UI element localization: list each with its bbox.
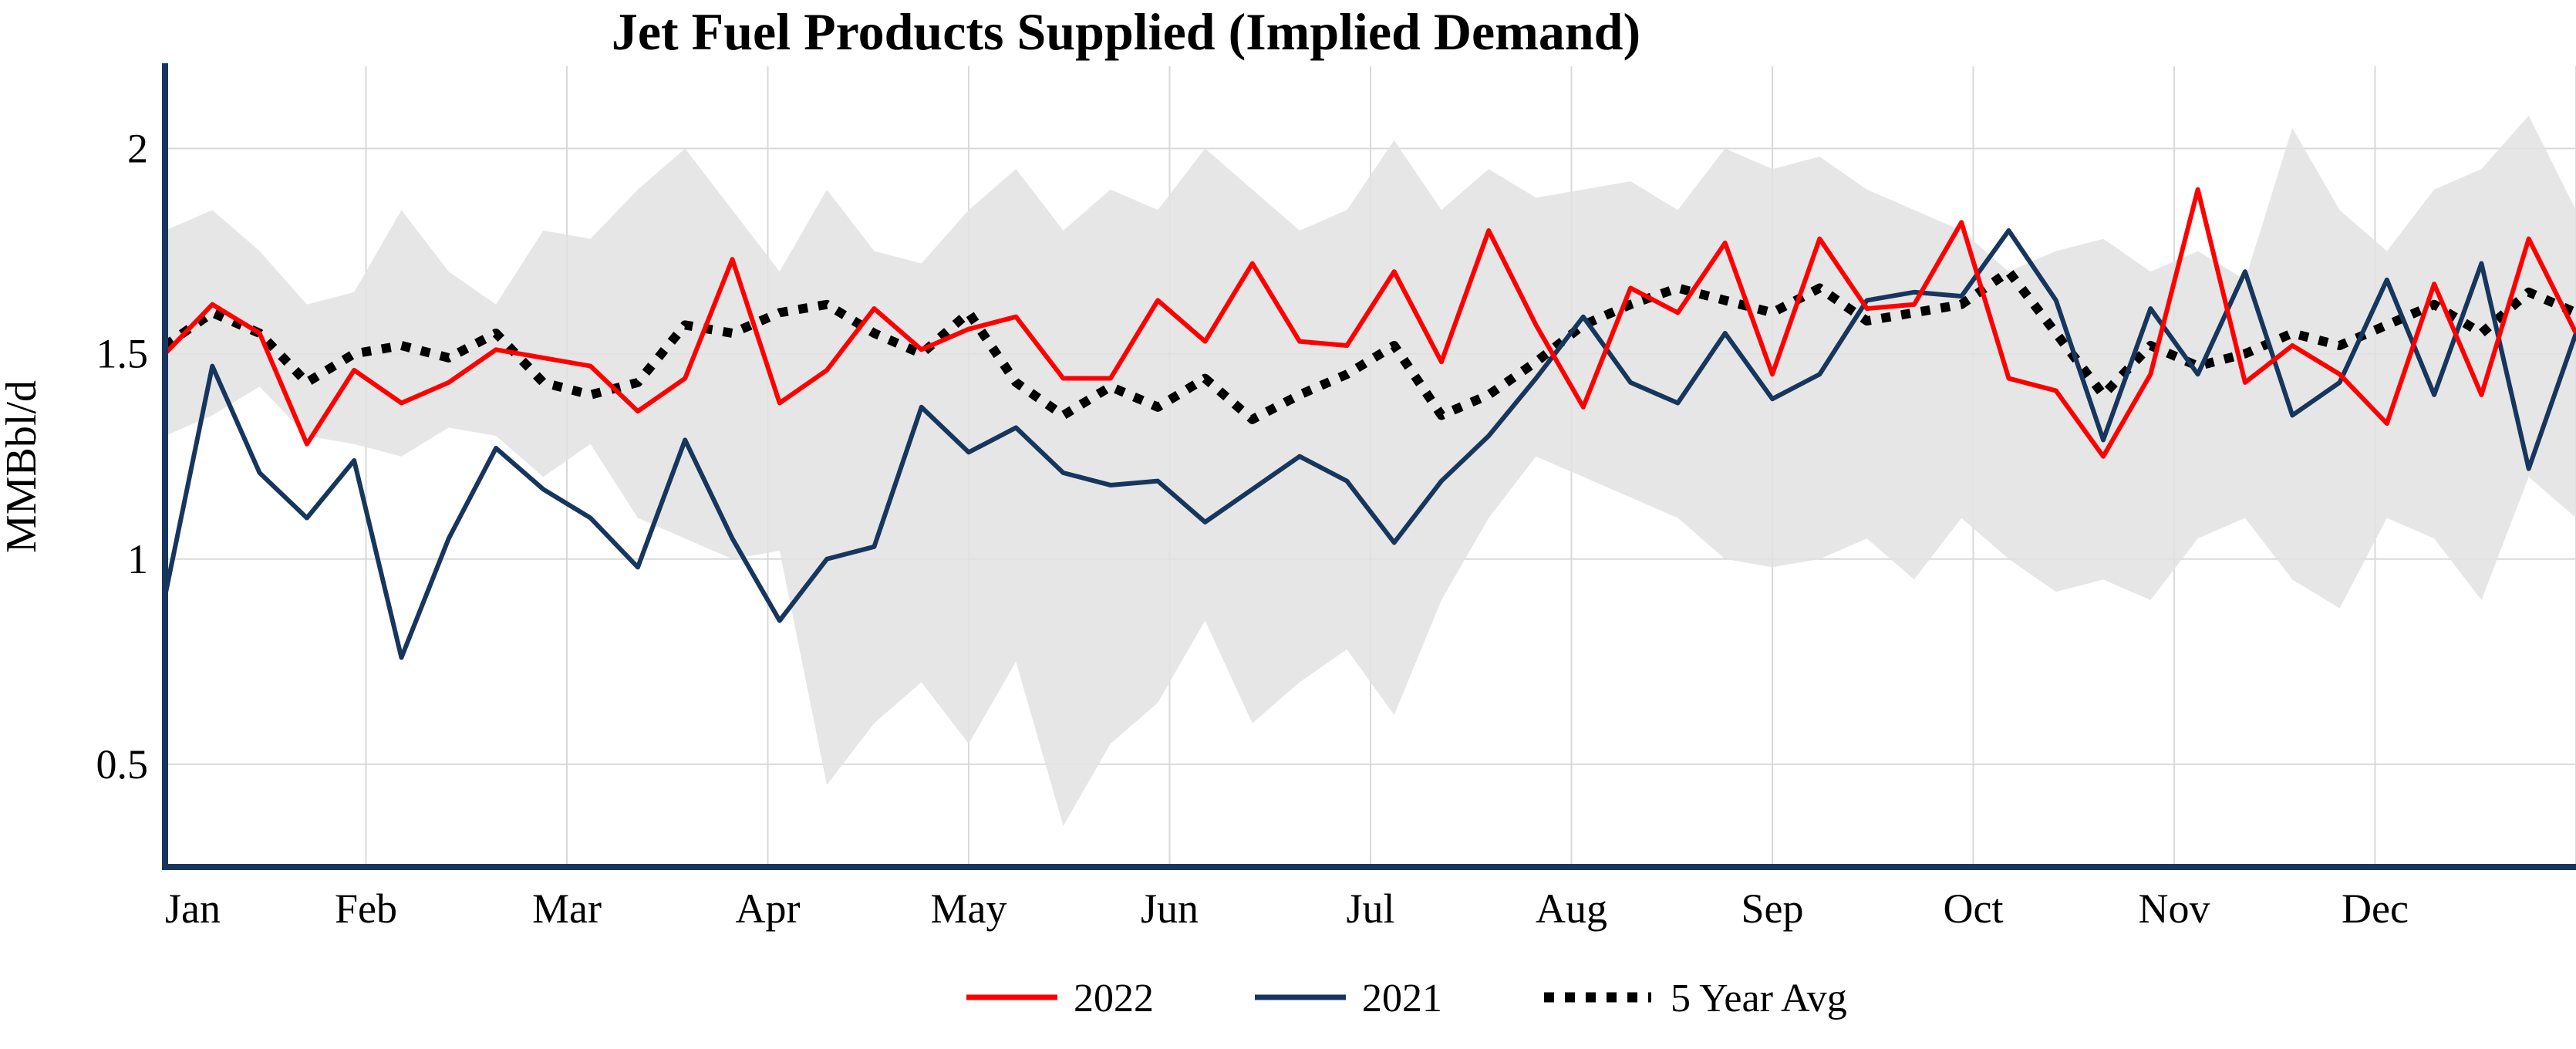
- legend-label-2021: 2021: [1362, 976, 1442, 1020]
- x-tick-label-jan: Jan: [165, 885, 221, 932]
- x-tick-label-may: May: [931, 885, 1007, 932]
- y-tick-label: 1.5: [96, 331, 149, 377]
- x-tick-label-jul: Jul: [1346, 885, 1394, 932]
- x-tick-label-apr: Apr: [736, 885, 801, 932]
- x-tick-label-nov: Nov: [2139, 885, 2210, 932]
- series-line-2021: [163, 228, 2576, 660]
- y-tick-label: 0.5: [96, 741, 149, 788]
- plot-area: 0.5 1 1.5 2 Jan Feb Mar Apr May Jun Jul Aug Sep Oct No…: [96, 63, 2576, 932]
- five-year-range-band: [165, 115, 2576, 826]
- legend-label-5yr-avg: 5 Year Avg: [1671, 976, 1847, 1020]
- y-tick-label: 2: [127, 125, 148, 171]
- x-tick-label-aug: Aug: [1536, 885, 1607, 932]
- chart-title: Jet Fuel Products Supplied (Implied Dema…: [612, 2, 1640, 61]
- series-line-5-year-avg: [162, 267, 2576, 424]
- x-tick-label-mar: Mar: [532, 885, 602, 932]
- x-tick-label-feb: Feb: [335, 885, 397, 932]
- x-tick-label-dec: Dec: [2342, 885, 2409, 932]
- x-tick-label-sep: Sep: [1741, 885, 1804, 932]
- legend: 2022 2021 5 Year Avg: [966, 976, 1847, 1020]
- x-tick-label-oct: Oct: [1944, 885, 2004, 932]
- series-line-2022: [163, 187, 2576, 459]
- y-axis-label: MMBbl/d: [0, 380, 46, 553]
- x-tick-label-jun: Jun: [1141, 885, 1199, 932]
- legend-label-2022: 2022: [1074, 976, 1154, 1020]
- y-tick-label: 1: [127, 536, 148, 582]
